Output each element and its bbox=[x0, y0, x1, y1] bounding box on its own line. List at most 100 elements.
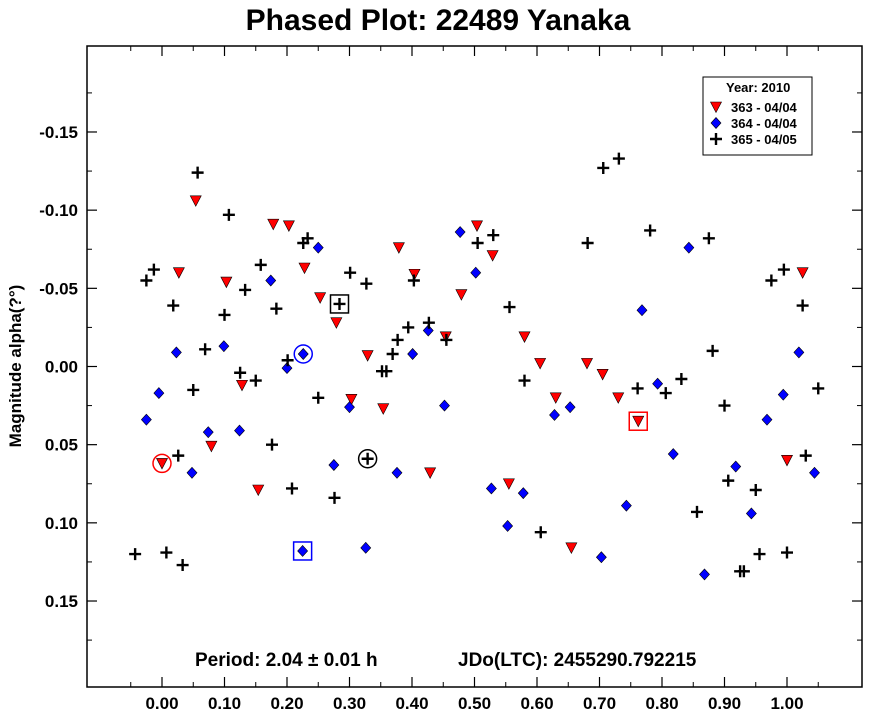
data-point-plus bbox=[612, 152, 625, 165]
highlight-square bbox=[292, 541, 313, 561]
data-point-diamond bbox=[186, 466, 198, 479]
data-point-plus bbox=[361, 452, 374, 465]
data-point-plus bbox=[391, 333, 404, 346]
data-point-plus bbox=[333, 297, 346, 310]
data-point-plus bbox=[765, 274, 778, 287]
legend-marker bbox=[710, 117, 722, 129]
data-point-plus bbox=[344, 266, 357, 279]
data-point-plus bbox=[796, 299, 809, 312]
data-point-plus bbox=[534, 526, 547, 539]
data-point-diamond bbox=[652, 377, 664, 390]
data-point-plus bbox=[187, 383, 200, 396]
data-point-triangle bbox=[502, 478, 515, 490]
data-point-plus bbox=[691, 505, 703, 518]
data-point-triangle bbox=[189, 195, 202, 207]
legend-entry-label: 363 - 04/04 bbox=[731, 100, 798, 115]
data-point-plus bbox=[199, 343, 212, 356]
data-point-plus bbox=[167, 299, 180, 312]
y-tick-label: -0.15 bbox=[39, 123, 78, 142]
legend-marker bbox=[710, 133, 722, 145]
data-point-triangle bbox=[408, 268, 421, 281]
data-point-plus bbox=[266, 438, 278, 451]
data-point-diamond bbox=[391, 466, 403, 479]
data-point-diamond bbox=[761, 413, 773, 426]
x-tick-label: 0.70 bbox=[583, 694, 616, 713]
data-point-plus bbox=[581, 236, 594, 249]
data-point-triangle bbox=[156, 458, 168, 470]
data-point-triangle bbox=[314, 292, 327, 304]
data-point-plus bbox=[160, 546, 173, 559]
data-point-plus bbox=[471, 236, 484, 249]
data-point-diamond bbox=[218, 340, 230, 353]
data-point-triangle bbox=[282, 220, 295, 232]
data-point-triangle bbox=[612, 392, 625, 404]
data-point-plus bbox=[644, 224, 657, 237]
data-point-diamond bbox=[153, 387, 165, 400]
data-point-plus bbox=[631, 382, 644, 395]
data-point-diamond bbox=[470, 266, 482, 279]
data-point-plus bbox=[799, 449, 812, 462]
data-point-diamond bbox=[297, 545, 309, 557]
data-point-triangle bbox=[632, 415, 645, 428]
highlight-markers bbox=[152, 294, 648, 561]
data-point-plus bbox=[487, 229, 500, 242]
data-point-diamond bbox=[485, 482, 497, 495]
data-point-plus bbox=[239, 283, 252, 296]
data-point-diamond bbox=[297, 348, 309, 360]
data-point-diamond bbox=[265, 274, 277, 287]
legend-marker bbox=[710, 101, 722, 114]
data-point-triangle bbox=[392, 242, 405, 254]
data-point-triangle bbox=[361, 350, 374, 362]
data-point-plus bbox=[147, 263, 160, 276]
data-point-plus bbox=[407, 274, 420, 287]
data-point-diamond bbox=[328, 459, 340, 471]
data-point-plus bbox=[360, 277, 373, 290]
data-point-diamond bbox=[745, 507, 757, 520]
x-tick-label: 0.40 bbox=[395, 694, 428, 713]
data-point-plus bbox=[129, 548, 142, 561]
data-point-triangle bbox=[205, 440, 218, 453]
x-tick-label: 0.00 bbox=[145, 694, 178, 713]
x-tick-label: 0.50 bbox=[458, 694, 491, 713]
x-tick-label: 0.90 bbox=[708, 694, 741, 713]
highlight-circle bbox=[293, 344, 313, 364]
data-point-triangle bbox=[565, 542, 578, 555]
data-point-diamond bbox=[667, 448, 679, 460]
data-point-diamond bbox=[234, 424, 245, 437]
data-point-diamond bbox=[407, 348, 419, 360]
data-point-diamond bbox=[439, 399, 450, 412]
data-point-plus bbox=[737, 565, 750, 578]
data-point-plus bbox=[702, 232, 715, 245]
data-point-triangle bbox=[534, 358, 547, 370]
y-axis-label: Magnitude alpha(?°) bbox=[6, 285, 25, 448]
data-point-triangle bbox=[581, 358, 593, 370]
data-point-triangle bbox=[267, 218, 280, 231]
x-tick-label: 0.30 bbox=[333, 694, 366, 713]
data-point-diamond bbox=[360, 541, 372, 554]
data-point-plus bbox=[812, 382, 825, 395]
legend-header: Year: 2010 bbox=[726, 80, 790, 95]
data-point-diamond bbox=[549, 409, 560, 421]
data-point-triangle bbox=[518, 331, 531, 343]
data-point-plus bbox=[286, 482, 298, 495]
data-point-plus bbox=[675, 373, 688, 386]
data-point-plus bbox=[140, 274, 153, 287]
data-point-diamond bbox=[683, 241, 695, 254]
data-point-plus bbox=[659, 387, 672, 400]
data-point-diamond bbox=[454, 226, 466, 238]
y-tick-label: 0.05 bbox=[45, 436, 78, 455]
y-tick-label: -0.10 bbox=[39, 201, 78, 220]
x-tick-label: 0.60 bbox=[520, 694, 553, 713]
data-point-diamond bbox=[777, 388, 789, 401]
chart-title: Phased Plot: 22489 Yanaka bbox=[245, 4, 631, 37]
data-point-diamond bbox=[809, 466, 820, 479]
highlight-square bbox=[329, 294, 350, 314]
data-point-triangle bbox=[172, 267, 185, 279]
y-tick-label: -0.05 bbox=[39, 279, 78, 298]
data-point-plus bbox=[749, 484, 762, 497]
data-point-triangle bbox=[424, 467, 437, 479]
data-point-plus bbox=[249, 374, 262, 387]
data-point-diamond bbox=[564, 401, 576, 414]
